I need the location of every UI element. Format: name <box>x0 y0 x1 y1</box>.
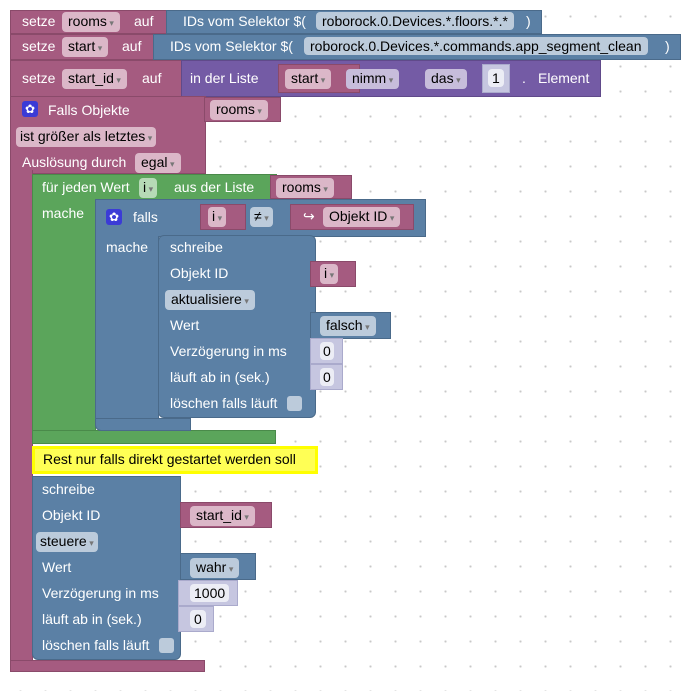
foreach-body <box>32 199 96 431</box>
mode-dropdown[interactable]: steuere <box>36 532 98 552</box>
expire-field[interactable]: 0 <box>190 610 206 628</box>
var-dropdown[interactable]: start_id <box>190 506 255 526</box>
obj-label: Objekt ID <box>170 265 229 281</box>
auf-label: auf <box>122 38 142 54</box>
selector-label: IDs vom Selektor $( <box>170 38 293 54</box>
write-block[interactable] <box>158 235 316 418</box>
dot: . <box>522 70 526 86</box>
setze-label: setze <box>22 70 56 86</box>
do-label: mache <box>42 205 85 221</box>
clear-label: löschen falls läuft <box>42 637 150 653</box>
paren: ) <box>665 38 670 54</box>
clear-label: löschen falls läuft <box>170 395 278 411</box>
trigger-bottom <box>10 660 205 672</box>
var-dropdown[interactable]: start <box>285 69 332 89</box>
where-dropdown[interactable]: das <box>425 69 467 89</box>
setze-label: setze <box>22 13 56 29</box>
var-dropdown[interactable]: i <box>320 264 339 284</box>
return-arrow-icon: ↪ <box>303 208 315 224</box>
clear-checkbox[interactable] <box>287 396 302 411</box>
var-dropdown[interactable]: rooms <box>210 100 268 120</box>
if-body <box>95 236 159 420</box>
delay-label: Verzögerung in ms <box>42 585 159 601</box>
mode-dropdown[interactable]: nimm <box>346 69 400 89</box>
delay-field[interactable]: 1000 <box>190 584 230 602</box>
delay-label: Verzögerung in ms <box>170 343 287 359</box>
var-dropdown[interactable]: start_id <box>62 69 127 89</box>
index-field[interactable]: 1 <box>488 69 504 87</box>
selector-label: IDs vom Selektor $( <box>183 13 306 29</box>
setze-label: setze <box>22 38 56 54</box>
delay-field[interactable]: 0 <box>320 342 334 360</box>
expire-label: läuft ab in (sek.) <box>42 611 142 627</box>
number-block[interactable] <box>482 64 510 93</box>
do-label: mache <box>106 239 149 255</box>
obj-label: Objekt ID <box>42 507 101 523</box>
by-dropdown[interactable]: egal <box>135 153 181 173</box>
if-label: falls <box>133 209 158 225</box>
by-label: Auslösung durch <box>22 154 127 170</box>
object-id-dropdown[interactable]: Objekt ID <box>323 207 401 227</box>
write-title: schreibe <box>170 239 223 255</box>
var-dropdown[interactable]: rooms <box>62 12 120 32</box>
comment-block[interactable]: Rest nur falls direkt gestartet werden s… <box>32 446 318 474</box>
mode-dropdown[interactable]: aktualisiere <box>165 290 255 310</box>
var-dropdown[interactable]: rooms <box>276 178 334 198</box>
list-label: in der Liste <box>190 70 259 86</box>
value-label: Wert <box>42 559 72 575</box>
expire-label: läuft ab in (sek.) <box>170 369 270 385</box>
clear-checkbox[interactable] <box>159 638 174 653</box>
bool-dropdown[interactable]: wahr <box>190 558 240 578</box>
foreach-bottom <box>32 430 276 444</box>
var-dropdown[interactable]: start <box>62 37 109 57</box>
trigger-body <box>10 170 33 662</box>
gear-icon[interactable]: ✿ <box>22 101 38 117</box>
selector-field[interactable]: roborock.0.Devices.*.floors.*.* <box>316 12 514 30</box>
auf-label: auf <box>134 13 154 29</box>
paren: ) <box>526 13 531 29</box>
comment-text: Rest nur falls direkt gestartet werden s… <box>43 451 296 467</box>
var-dropdown[interactable]: i <box>208 207 227 227</box>
selector-field[interactable]: roborock.0.Devices.*.commands.app_segmen… <box>304 37 648 55</box>
list-label: aus der Liste <box>174 179 255 195</box>
write-block[interactable] <box>32 476 181 660</box>
operator-dropdown[interactable]: ≠ <box>250 207 273 227</box>
if-bottom <box>95 418 191 431</box>
element-label: Element <box>538 70 590 86</box>
expire-field[interactable]: 0 <box>320 368 334 386</box>
value-label: Wert <box>170 317 200 333</box>
foreach-label: für jeden Wert <box>42 179 130 195</box>
auf-label: auf <box>142 70 162 86</box>
condition-dropdown[interactable]: ist größer als letztes <box>16 127 157 147</box>
trigger-label: Falls Objekte <box>48 102 130 118</box>
write-title: schreibe <box>42 481 95 497</box>
var-dropdown[interactable]: i <box>139 178 158 198</box>
bool-dropdown[interactable]: falsch <box>320 316 376 336</box>
gear-icon[interactable]: ✿ <box>106 209 122 225</box>
